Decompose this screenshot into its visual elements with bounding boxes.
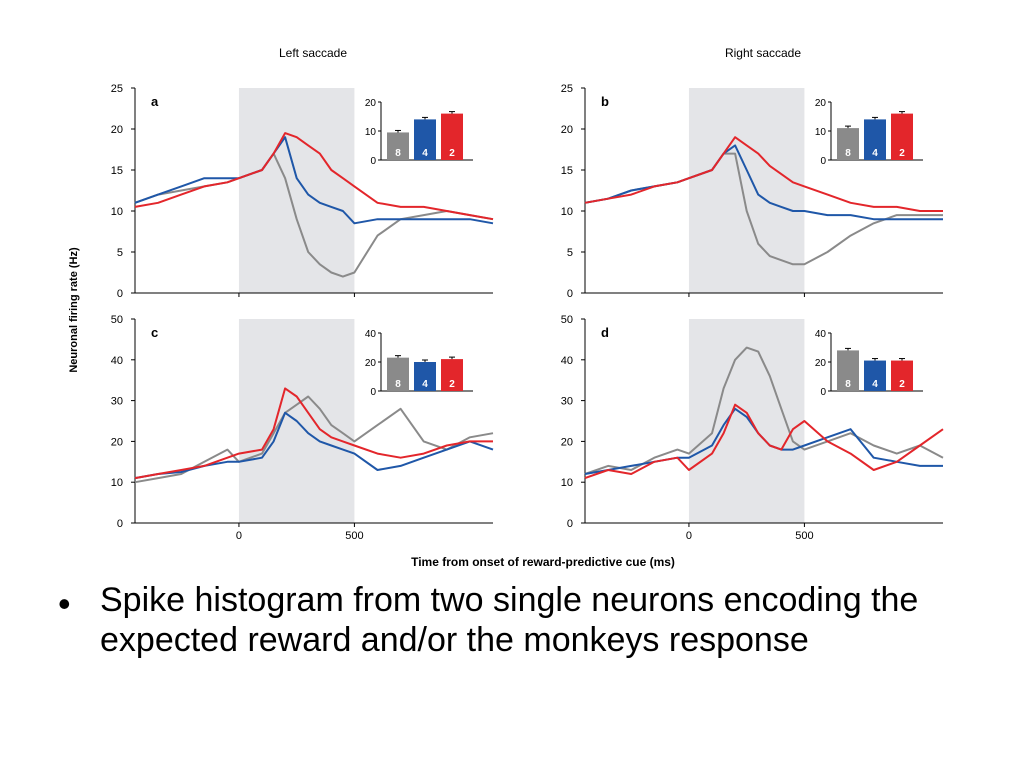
inset-bar-label: 4 (422, 379, 428, 390)
y-tick-label: 25 (111, 83, 123, 95)
inset-bar-label: 2 (899, 379, 905, 390)
y-tick-label: 20 (561, 124, 573, 136)
y-tick-label: 10 (111, 206, 123, 218)
inset-bar-label: 8 (395, 148, 401, 159)
inset-y-tick-label: 20 (815, 358, 827, 369)
panel-letter: b (601, 94, 609, 109)
inset-bar-gray (387, 357, 409, 391)
inset-bar-label: 2 (899, 148, 905, 159)
inset-bar-gray (837, 350, 859, 391)
y-tick-label: 30 (111, 396, 123, 408)
inset-y-tick-label: 10 (365, 127, 377, 138)
inset-bar-blue (864, 119, 886, 160)
inset-bar-label: 2 (449, 148, 455, 159)
y-tick-label: 20 (111, 124, 123, 136)
series-line-gray (134, 395, 494, 484)
y-tick-label: 0 (567, 518, 573, 530)
y-tick-label: 20 (561, 436, 573, 448)
y-tick-label: 15 (561, 165, 573, 177)
column-title-left: Left saccade (279, 46, 347, 60)
inset-bar-label: 2 (449, 379, 455, 390)
inset-y-tick-label: 20 (365, 98, 377, 109)
y-tick-label: 10 (561, 477, 573, 489)
y-tick-label: 50 (111, 314, 123, 326)
inset-bar-label: 8 (395, 379, 401, 390)
inset-bar-red (441, 359, 463, 391)
panel-letter: c (151, 325, 158, 340)
inset-bar-gray (387, 132, 409, 160)
panel-b: 0 5 10 15 20 25 b 0 10 20 8 4 2 (561, 83, 943, 300)
x-tick-label: 500 (795, 530, 813, 542)
inset-bar-red (891, 360, 913, 391)
y-tick-label: 30 (561, 396, 573, 408)
inset-y-tick-label: 0 (820, 156, 826, 167)
x-axis-label: Time from onset of reward-predictive cue… (411, 555, 675, 569)
inset-bar-label: 8 (845, 379, 851, 390)
cue-shade (688, 319, 805, 523)
cue-shade (688, 88, 805, 293)
y-tick-label: 20 (111, 436, 123, 448)
inset-bar-blue (414, 362, 436, 391)
y-tick-label: 5 (567, 247, 573, 259)
inset-bar-label: 4 (422, 148, 428, 159)
y-tick-label: 15 (111, 165, 123, 177)
series-line-red (584, 136, 943, 212)
bullet-point: • (58, 583, 71, 624)
series-line-red (134, 132, 494, 221)
inset-bar-blue (414, 119, 436, 160)
inset-y-tick-label: 20 (815, 98, 827, 109)
y-axis-label: Neuronal firing rate (Hz) (68, 247, 80, 373)
y-tick-label: 10 (111, 477, 123, 489)
inset-y-tick-label: 0 (820, 387, 826, 398)
y-tick-label: 25 (561, 83, 573, 95)
inset-y-tick-label: 0 (370, 387, 376, 398)
series-line-gray (584, 346, 944, 475)
column-title-right: Right saccade (725, 46, 801, 60)
y-tick-label: 10 (561, 206, 573, 218)
inset-bar-gray (837, 128, 859, 160)
x-tick-label: 0 (686, 530, 692, 542)
y-tick-label: 0 (567, 288, 573, 300)
panel-a: 0 5 10 15 20 25 a 0 10 20 8 4 2 (111, 83, 494, 300)
x-tick-label: 500 (345, 530, 363, 542)
series-line-blue (134, 136, 494, 225)
panel-letter: a (151, 94, 159, 109)
y-tick-label: 0 (117, 518, 123, 530)
inset-bar-label: 4 (872, 148, 878, 159)
y-tick-label: 0 (117, 288, 123, 300)
inset-y-tick-label: 10 (815, 127, 827, 138)
panel-letter: d (601, 325, 609, 340)
inset-bar-red (441, 113, 463, 160)
y-tick-label: 50 (561, 314, 573, 326)
inset-y-tick-label: 40 (815, 329, 827, 340)
inset-y-tick-label: 0 (370, 156, 376, 167)
y-tick-label: 40 (111, 355, 123, 367)
inset-y-tick-label: 20 (365, 358, 377, 369)
bullet-text: Spike histogram from two single neurons … (100, 581, 919, 659)
inset-bar-label: 8 (845, 148, 851, 159)
x-tick-label: 0 (236, 530, 242, 542)
inset-bar-blue (864, 360, 886, 391)
series-line-red (584, 403, 944, 480)
inset-bar-label: 4 (872, 379, 878, 390)
y-tick-label: 40 (561, 355, 573, 367)
series-line-blue (134, 411, 494, 480)
cue-shade (238, 88, 355, 293)
y-tick-label: 5 (117, 247, 123, 259)
inset-bar-red (891, 113, 913, 160)
inset-y-tick-label: 40 (365, 329, 377, 340)
series-line-red (134, 387, 493, 480)
